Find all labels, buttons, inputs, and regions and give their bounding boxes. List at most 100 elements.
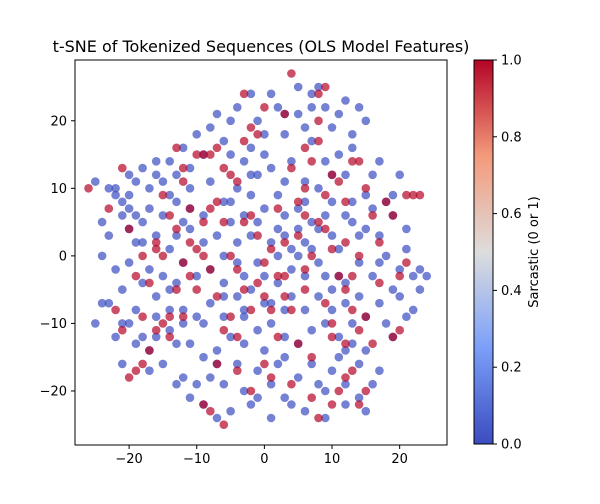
scatter-point [375, 238, 384, 247]
scatter-point [375, 366, 384, 376]
scatter-point [327, 285, 337, 294]
scatter-point [199, 211, 208, 220]
scatter-point [307, 359, 317, 369]
scatter-point [368, 339, 377, 349]
scatter-point [321, 224, 330, 234]
scatter-point [233, 103, 242, 112]
scatter-point [138, 359, 147, 369]
scatter-point [226, 150, 235, 159]
scatter-point [219, 197, 229, 207]
scatter-point [151, 170, 161, 180]
scatter-point [260, 298, 269, 308]
x-tick-label: −10 [183, 452, 210, 467]
y-tick-label: 10 [50, 182, 67, 197]
scatter-point [381, 319, 391, 328]
scatter-point [158, 251, 168, 261]
scatter-point [334, 150, 344, 159]
scatter-point [151, 238, 161, 247]
scatter-point [206, 373, 215, 382]
scatter-point [341, 278, 350, 288]
scatter-point [233, 265, 242, 274]
scatter-point [280, 211, 290, 220]
colorbar-label: Sarcastic (0 or 1) [527, 196, 542, 307]
scatter-point [260, 130, 269, 139]
scatter-point [348, 130, 357, 139]
scatter-point [293, 204, 303, 213]
scatter-point [280, 352, 290, 362]
scatter-point [151, 312, 161, 322]
scatter-point [395, 325, 405, 335]
scatter-point [124, 170, 134, 180]
colorbar-tick-label: 0.6 [501, 207, 522, 222]
scatter-point [185, 238, 195, 247]
scatter-point [226, 251, 235, 261]
scatter-point [145, 184, 154, 193]
scatter-point [341, 346, 350, 355]
scatter-point [212, 109, 222, 119]
scatter-point [253, 170, 262, 180]
scatter-point [321, 211, 330, 220]
scatter-point [293, 224, 303, 234]
scatter-point [381, 251, 391, 261]
scatter-point [321, 413, 330, 423]
scatter-point [348, 366, 357, 376]
scatter-point [165, 325, 174, 335]
scatter-point [199, 352, 208, 362]
scatter-point [138, 238, 147, 247]
scatter-point [307, 251, 317, 261]
scatter-point [131, 177, 141, 186]
scatter-point [185, 163, 195, 173]
scatter-point [253, 258, 262, 267]
scatter-point [334, 352, 344, 362]
scatter-point [104, 184, 114, 193]
scatter-point [341, 373, 350, 382]
scatter-point [354, 157, 364, 166]
scatter-point [253, 217, 262, 227]
scatter-point [408, 305, 418, 315]
scatter-point [354, 258, 364, 267]
scatter-point [388, 285, 398, 294]
scatter-point [293, 231, 303, 240]
scatter-point [226, 406, 235, 416]
scatter-point [151, 231, 161, 240]
scatter-point [314, 258, 323, 267]
scatter-point [361, 116, 371, 126]
scatter-point [233, 292, 242, 301]
colorbar-tick-label: 0.8 [501, 130, 522, 145]
scatter-point [178, 258, 188, 267]
scatter-point [260, 346, 269, 355]
scatter-point [314, 116, 323, 126]
scatter-point [246, 143, 256, 153]
scatter-point [348, 319, 357, 328]
scatter-point [199, 238, 208, 247]
scatter-point [341, 238, 350, 247]
scatter-point [314, 184, 323, 193]
scatter-point [219, 292, 229, 301]
scatter-point [206, 204, 215, 213]
scatter-point [321, 190, 330, 200]
scatter-point [280, 109, 290, 119]
scatter-point [381, 197, 391, 207]
x-tick-label: 20 [391, 452, 408, 467]
scatter-point [239, 386, 249, 396]
scatter-point [361, 312, 371, 322]
scatter-point [239, 271, 249, 281]
scatter-point [341, 170, 350, 180]
scatter-point [199, 217, 208, 227]
scatter-point [375, 231, 384, 240]
scatter-point [178, 305, 188, 315]
scatter-point [321, 386, 330, 396]
scatter-point [415, 190, 425, 200]
scatter-point [280, 177, 290, 186]
plot-points [84, 69, 432, 430]
scatter-point [388, 332, 398, 342]
scatter-point [219, 379, 229, 389]
scatter-point [185, 271, 195, 281]
scatter-point [307, 352, 317, 362]
scatter-point [334, 332, 344, 342]
scatter-point [415, 265, 425, 274]
scatter-point [246, 190, 256, 200]
scatter-point [178, 312, 188, 322]
scatter-point [361, 224, 371, 234]
